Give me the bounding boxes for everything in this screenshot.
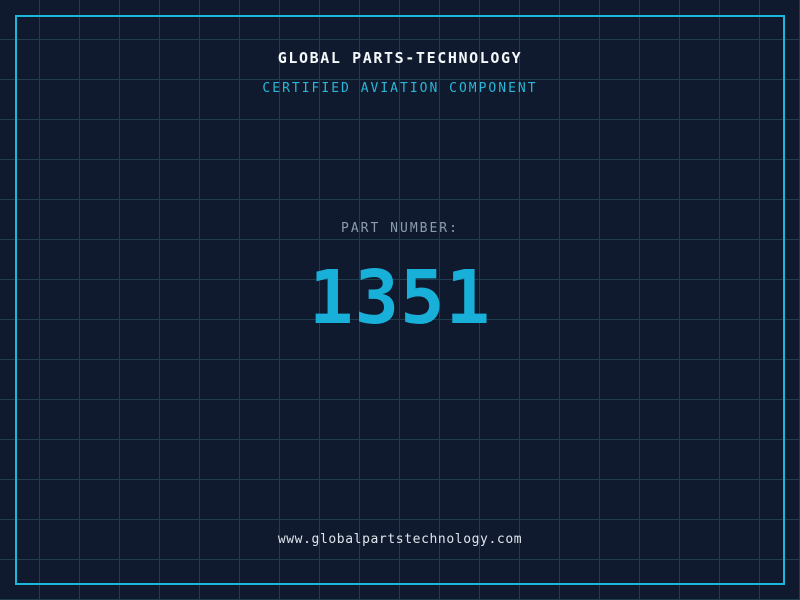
certification-subtitle: CERTIFIED AVIATION COMPONENT	[262, 81, 538, 96]
company-name: GLOBAL PARTS-TECHNOLOGY	[277, 49, 523, 67]
website-url: www.globalpartstechnology.com	[277, 532, 523, 547]
part-number-label: PART NUMBER:	[341, 221, 459, 236]
part-number-value: 1351	[308, 255, 492, 341]
